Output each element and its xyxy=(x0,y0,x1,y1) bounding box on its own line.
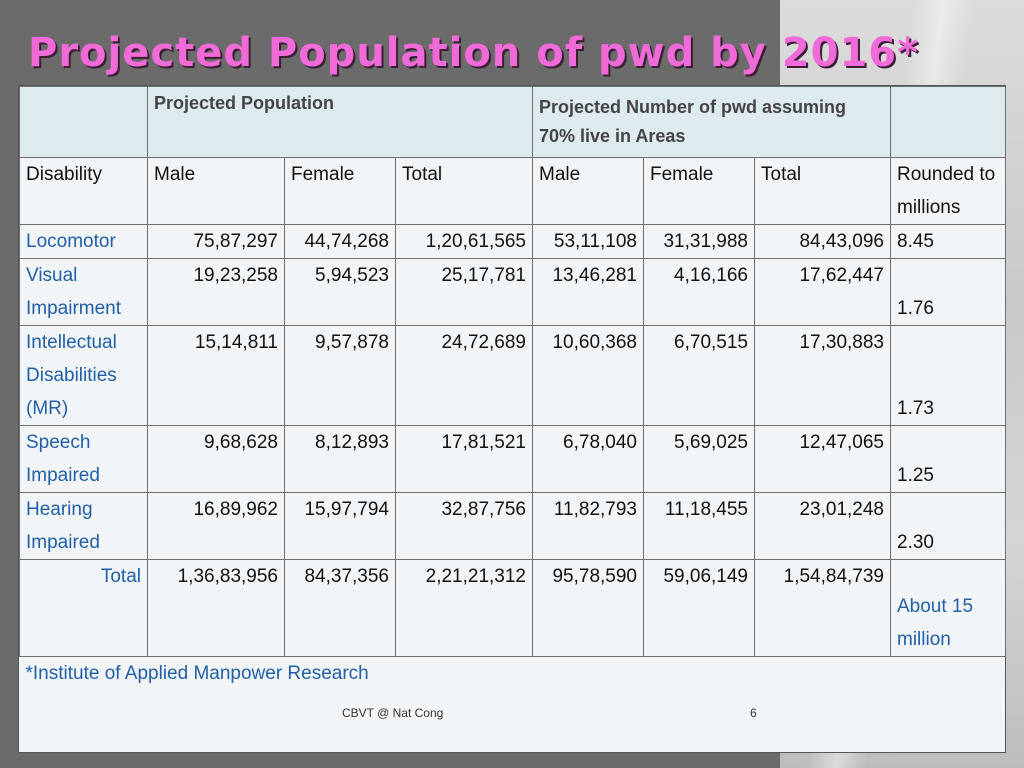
cell-value: 15,14,811 xyxy=(147,325,285,426)
total-value: 95,78,590 xyxy=(532,559,644,657)
header-empty-cell xyxy=(19,86,148,158)
col-header-female: Female xyxy=(284,157,396,225)
row-label: Intellectual Disabilities (MR) xyxy=(19,325,148,426)
cell-value: 32,87,756 xyxy=(395,492,533,560)
cell-value: 44,74,268 xyxy=(284,224,396,259)
cell-rounded: 8.45 xyxy=(890,224,1006,259)
cell-value: 12,47,065 xyxy=(754,425,891,493)
row-label: Visual Impairment xyxy=(19,258,148,326)
group-header-row: Projected Population Projected Number of… xyxy=(19,86,1006,158)
population-table-container: Projected Population Projected Number of… xyxy=(18,85,1006,753)
cell-value: 15,97,794 xyxy=(284,492,396,560)
total-value: 59,06,149 xyxy=(643,559,755,657)
cell-value: 4,16,166 xyxy=(643,258,755,326)
total-label: Total xyxy=(19,559,148,657)
row-label: Hearing Impaired xyxy=(19,492,148,560)
cell-value: 16,89,962 xyxy=(147,492,285,560)
table-row: Locomotor 75,87,297 44,74,268 1,20,61,56… xyxy=(19,224,1006,259)
col-header-disability: Disability xyxy=(19,157,148,225)
cell-value: 8,12,893 xyxy=(284,425,396,493)
cell-value: 11,82,793 xyxy=(532,492,644,560)
cell-value: 1,20,61,565 xyxy=(395,224,533,259)
cell-value: 5,94,523 xyxy=(284,258,396,326)
cell-value: 24,72,689 xyxy=(395,325,533,426)
cell-value: 5,69,025 xyxy=(643,425,755,493)
footnote-text: *Institute of Applied Manpower Research xyxy=(25,663,369,684)
table-row: Hearing Impaired 16,89,962 15,97,794 32,… xyxy=(19,492,1006,560)
col-header-pwd-female: Female xyxy=(643,157,755,225)
col-header-rounded: Rounded to millions xyxy=(890,157,1006,225)
footnote-row: *Institute of Applied Manpower Research xyxy=(19,656,1006,749)
cell-value: 10,60,368 xyxy=(532,325,644,426)
footer-credit: CBVT @ Nat Cong xyxy=(342,706,444,720)
cell-value: 11,18,455 xyxy=(643,492,755,560)
header-projected-population: Projected Population xyxy=(147,86,533,158)
page-number: 6 xyxy=(750,706,757,720)
cell-value: 17,62,447 xyxy=(754,258,891,326)
row-label: Locomotor xyxy=(19,224,148,259)
table-row: Intellectual Disabilities (MR) 15,14,811… xyxy=(19,325,1006,426)
cell-value: 6,70,515 xyxy=(643,325,755,426)
footnote: *Institute of Applied Manpower Research xyxy=(19,656,1006,749)
col-header-total: Total xyxy=(395,157,533,225)
total-rounded: About 15 million xyxy=(890,559,1006,657)
cell-value: 19,23,258 xyxy=(147,258,285,326)
column-header-row: Disability Male Female Total Male Female… xyxy=(19,157,1006,225)
cell-value: 13,46,281 xyxy=(532,258,644,326)
cell-value: 9,68,628 xyxy=(147,425,285,493)
cell-value: 17,30,883 xyxy=(754,325,891,426)
cell-value: 9,57,878 xyxy=(284,325,396,426)
slide-title: Projected Population of pwd by 2016* xyxy=(28,30,920,76)
cell-rounded: 1.25 xyxy=(890,425,1006,493)
cell-rounded: 1.76 xyxy=(890,258,1006,326)
table-row: Visual Impairment 19,23,258 5,94,523 25,… xyxy=(19,258,1006,326)
col-header-male: Male xyxy=(147,157,285,225)
cell-value: 17,81,521 xyxy=(395,425,533,493)
total-value: 2,21,21,312 xyxy=(395,559,533,657)
header-projected-pwd: Projected Number of pwd assuming 70% liv… xyxy=(532,86,891,158)
total-value: 1,36,83,956 xyxy=(147,559,285,657)
cell-value: 75,87,297 xyxy=(147,224,285,259)
cell-value: 84,43,096 xyxy=(754,224,891,259)
cell-value: 23,01,248 xyxy=(754,492,891,560)
cell-value: 53,11,108 xyxy=(532,224,644,259)
table-row: Speech Impaired 9,68,628 8,12,893 17,81,… xyxy=(19,425,1006,493)
cell-value: 31,31,988 xyxy=(643,224,755,259)
col-header-pwd-total: Total xyxy=(754,157,891,225)
cell-value: 25,17,781 xyxy=(395,258,533,326)
total-value: 1,54,84,739 xyxy=(754,559,891,657)
cell-rounded: 2.30 xyxy=(890,492,1006,560)
population-table: Projected Population Projected Number of… xyxy=(19,86,1006,749)
cell-rounded: 1.73 xyxy=(890,325,1006,426)
row-label: Speech Impaired xyxy=(19,425,148,493)
total-row: Total 1,36,83,956 84,37,356 2,21,21,312 … xyxy=(19,559,1006,657)
total-value: 84,37,356 xyxy=(284,559,396,657)
col-header-pwd-male: Male xyxy=(532,157,644,225)
header-empty-cell-right xyxy=(890,86,1006,158)
cell-value: 6,78,040 xyxy=(532,425,644,493)
